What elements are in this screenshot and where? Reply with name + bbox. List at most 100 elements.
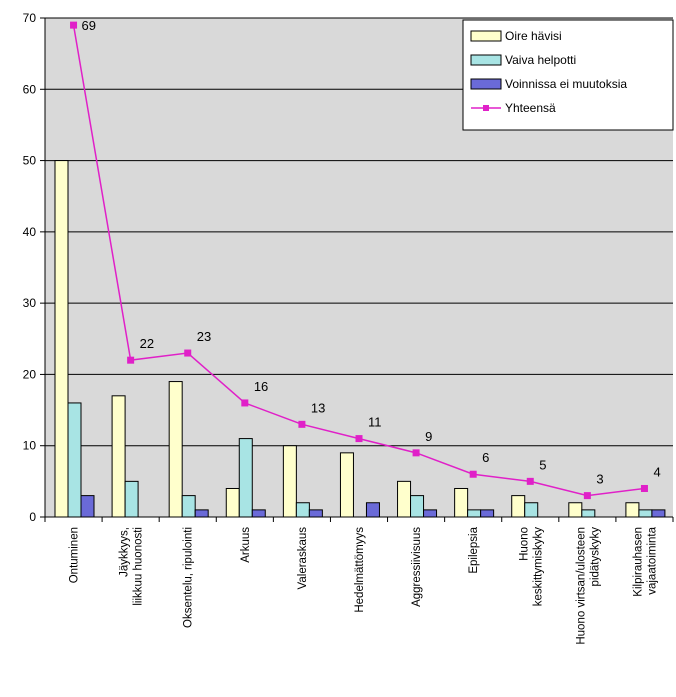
total-data-label: 6: [482, 450, 489, 465]
total-point: [298, 420, 306, 428]
x-tick-label-line: keskittymiskyky: [532, 527, 544, 606]
bar-voinnissa-ei-muutoksia: [423, 509, 438, 518]
bar-vaiva-helpotti: [524, 502, 539, 518]
bar-vaiva-helpotti: [581, 509, 596, 518]
y-tick-label: 60: [23, 82, 37, 96]
y-axis-ticks: 0 10 20 30 40 50 60 70: [23, 11, 45, 524]
x-tick-label: Huono keskittymiskyky: [518, 527, 544, 606]
total-data-label: 22: [140, 336, 154, 351]
bar-voinnissa-ei-muutoksia: [365, 502, 380, 518]
bar-voinnissa-ei-muutoksia: [80, 495, 95, 518]
y-tick-label: 50: [23, 154, 37, 168]
total-data-label: 5: [539, 457, 546, 472]
x-tick-label: Aggressiivisuus: [411, 527, 423, 607]
category-labels: Ontuminen Jäykkyys, liikkuu huonosti Oksent…: [69, 526, 659, 644]
x-tick-label: Kilpirauhasen vajaatoiminta: [632, 526, 658, 596]
total-point: [184, 349, 192, 357]
x-tick-label: Epilepsia: [468, 526, 480, 573]
y-tick-label: 20: [23, 367, 37, 381]
x-tick-label: Jäykkyys, liikkuu huonosti: [119, 527, 145, 606]
total-point: [241, 399, 249, 407]
total-data-label: 69: [82, 18, 96, 33]
total-data-label: 4: [653, 464, 660, 479]
bar-voinnissa-ei-muutoksia: [194, 509, 209, 518]
x-tick-label: Hedelmättömyys: [354, 527, 366, 613]
bar-oire-h-visi: [568, 502, 583, 518]
x-tick-label-line: Huono: [518, 527, 530, 561]
x-tick-label-line: Kilpirauhasen: [632, 527, 644, 597]
legend: Oire hävisi Vaiva helpotti Voinnissa ei mu…: [462, 19, 674, 131]
bar-voinnissa-ei-muutoksia: [308, 509, 323, 518]
bar-voinnissa-ei-muutoksia: [480, 509, 495, 518]
y-tick-label: 40: [23, 225, 37, 239]
total-point: [127, 356, 135, 364]
bar-vaiva-helpotti: [124, 480, 139, 518]
total-data-label: 23: [197, 329, 211, 344]
legend-swatch: [470, 54, 502, 66]
x-tick-label: Ontuminen: [69, 527, 81, 583]
legend-label: Yhteensä: [505, 101, 556, 115]
x-tick-label-line: Jäykkyys,: [119, 527, 131, 577]
x-tick-label-line: liikkuu huonosti: [133, 527, 145, 606]
total-data-label: 11: [368, 415, 382, 430]
x-tick-label-line: Huono virtsan/ulosteen: [575, 527, 587, 645]
axes: [44, 18, 674, 522]
total-point: [640, 484, 648, 492]
bar-oire-h-visi: [454, 487, 469, 518]
x-tick-label-line: vajaatoiminta: [646, 526, 658, 594]
x-tick-label: Valeraskaus: [297, 527, 309, 590]
x-tick-label-line: Oksentelu, ripulointi: [183, 527, 195, 628]
x-tick-label-line: Ontuminen: [69, 527, 81, 583]
total-point: [70, 21, 78, 29]
bar-vaiva-helpotti: [181, 495, 196, 518]
data-labels: 69 22 23 16 13 11 9 6 5 3 4: [82, 18, 661, 486]
total-data-label: 13: [311, 400, 325, 415]
legend-label: Voinnissa ei muutoksia: [505, 77, 627, 91]
total-point: [583, 492, 591, 500]
bar-voinnissa-ei-muutoksia: [651, 509, 666, 518]
bar-oire-h-visi: [511, 495, 526, 518]
legend-swatch: [470, 78, 502, 90]
bar-oire-h-visi: [282, 445, 297, 518]
y-tick-label: 70: [23, 11, 37, 25]
y-tick-label: 30: [23, 296, 37, 310]
bar-oire-h-visi: [625, 502, 640, 518]
bar-oire-h-visi: [54, 160, 69, 518]
total-point: [469, 470, 477, 478]
bar-vaiva-helpotti: [238, 438, 253, 518]
legend-swatch: [470, 30, 502, 42]
x-tick-label: Arkuus: [240, 527, 252, 563]
total-point: [412, 449, 420, 457]
bar-oire-h-visi: [225, 487, 240, 518]
total-line: [70, 21, 648, 500]
x-tick-label-line: Epilepsia: [468, 526, 480, 573]
y-tick-label: 0: [29, 510, 36, 524]
x-tick-label-line: Valeraskaus: [297, 527, 309, 590]
bar-vaiva-helpotti: [410, 495, 425, 518]
bar-oire-h-visi: [397, 480, 412, 518]
total-point: [526, 477, 534, 485]
x-tick-label-line: pidätyskyky: [589, 527, 601, 587]
bar-voinnissa-ei-muutoksia: [251, 509, 266, 518]
legend-label: Vaiva helpotti: [505, 53, 576, 67]
bar-vaiva-helpotti: [295, 502, 310, 518]
total-point: [355, 435, 363, 443]
x-tick-label-line: Arkuus: [240, 527, 252, 563]
x-tick-label-line: Hedelmättömyys: [354, 527, 366, 613]
bar-vaiva-helpotti: [67, 402, 82, 518]
bar-vaiva-helpotti: [467, 509, 482, 518]
bar-oire-h-visi: [339, 452, 354, 518]
bar-oire-h-visi: [111, 395, 126, 518]
x-tick-label: Oksentelu, ripulointi: [183, 527, 195, 628]
total-data-label: 16: [254, 379, 268, 394]
total-data-label: 9: [425, 429, 432, 444]
bar-vaiva-helpotti: [638, 509, 653, 518]
legend-marker: [483, 105, 489, 111]
bars: [54, 160, 666, 518]
total-data-label: 3: [596, 472, 603, 487]
x-tick-label-line: Aggressiivisuus: [411, 527, 423, 607]
y-tick-label: 10: [23, 439, 37, 453]
x-tick-label: Huono virtsan/ulosteen pidätyskyky: [575, 527, 601, 645]
legend-label: Oire hävisi: [505, 29, 562, 43]
